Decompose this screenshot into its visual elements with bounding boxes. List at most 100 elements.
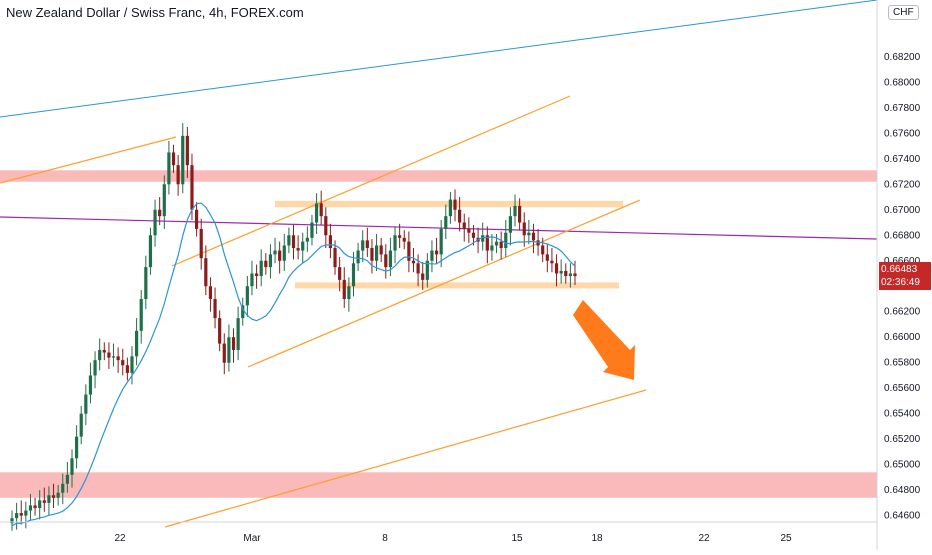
candle-body (291, 235, 296, 249)
candle-body (434, 250, 439, 255)
x-tick-label: 15 (511, 533, 523, 544)
candle-body (162, 184, 166, 217)
candle-body (181, 135, 185, 185)
candle-body (573, 273, 577, 277)
candle-body (278, 250, 282, 261)
candle-body (47, 495, 51, 503)
candle-body (227, 337, 231, 363)
candle-body (254, 273, 259, 277)
candle-body (65, 474, 69, 484)
candle-body (328, 235, 333, 249)
down-arrow-icon (573, 300, 635, 380)
y-tick-label: 0.67200 (884, 179, 921, 190)
candle-body (51, 495, 56, 498)
candle-body (481, 235, 485, 242)
y-tick-label: 0.67600 (884, 128, 921, 139)
moving-average-line (11, 202, 576, 527)
currency-badge[interactable]: CHF (888, 5, 919, 20)
candle-body (88, 375, 93, 395)
candle-body (407, 241, 411, 261)
candle-body (125, 365, 129, 373)
candle-body (494, 241, 499, 246)
candle-body (33, 505, 37, 508)
x-tick-label: 18 (591, 533, 603, 544)
candle-body (38, 500, 42, 508)
orange-trendline-lower (164, 389, 647, 528)
candle-body (550, 260, 554, 264)
candle-body (513, 205, 517, 217)
bar-countdown: 02:36:49 (881, 277, 920, 288)
candle-body (167, 152, 171, 185)
candle-body (508, 216, 512, 233)
candle-body (531, 232, 536, 241)
y-tick-label: 0.67400 (884, 154, 921, 165)
candle-body (42, 500, 46, 503)
candle-body (111, 356, 116, 358)
candle-body (56, 492, 60, 498)
candle-body (310, 222, 314, 238)
candle-body (24, 510, 28, 516)
candle-body (158, 209, 162, 217)
y-tick-label: 0.65000 (884, 460, 921, 471)
candle-body (241, 305, 245, 319)
candle-body (121, 360, 125, 366)
candle-body (439, 228, 443, 255)
purple-trendline (0, 216, 878, 240)
candle-body (171, 152, 176, 166)
candle-body (490, 245, 494, 251)
candle-body (250, 273, 254, 287)
candle-body (98, 349, 102, 361)
candle-body (213, 298, 217, 319)
chart-title: New Zealand Dollar / Swiss Franc, 4h, FO… (6, 5, 304, 20)
candle-body (190, 165, 194, 210)
candle-body (471, 232, 476, 238)
candle-body (393, 235, 397, 251)
candle-body (448, 199, 453, 217)
candle-body (499, 241, 503, 249)
candle-body (388, 250, 393, 268)
candle-body (554, 263, 559, 274)
candle-body (356, 250, 360, 264)
candle-body (559, 270, 563, 274)
candle-body (273, 250, 277, 255)
candle-body (70, 458, 74, 475)
y-tick-label: 0.65200 (884, 434, 921, 445)
candle-body (222, 343, 226, 363)
candle-body (430, 250, 434, 261)
candle-body (236, 318, 240, 350)
candle-body (351, 263, 356, 287)
candle-body (453, 199, 457, 210)
candle-body (153, 209, 157, 236)
candle-body (116, 356, 120, 361)
candle-body (467, 228, 471, 233)
resistance-zone-0 (0, 170, 877, 182)
candle-body (564, 270, 568, 277)
candle-body (204, 258, 208, 287)
candle-body (218, 318, 222, 344)
support-zone-bottom (295, 282, 619, 289)
x-tick-label: 8 (382, 533, 388, 544)
y-tick-label: 0.67000 (884, 205, 921, 216)
candle-body (379, 245, 383, 255)
y-tick-label: 0.66800 (884, 230, 921, 241)
y-tick-label: 0.64600 (884, 511, 921, 522)
candle-body (374, 245, 379, 261)
candle-body (522, 222, 526, 236)
y-tick-label: 0.67800 (884, 103, 921, 114)
x-tick-label: 22 (114, 533, 126, 544)
candle-body (15, 513, 19, 519)
resistance-zone-1 (0, 472, 877, 498)
candle-body (79, 413, 83, 437)
candle-body (319, 203, 323, 217)
candle-body (421, 273, 425, 280)
candle-body (527, 232, 531, 236)
y-tick-label: 0.65400 (884, 409, 921, 420)
y-tick-label: 0.65600 (884, 383, 921, 394)
candle-body (245, 286, 249, 306)
candle-body (402, 237, 406, 242)
x-tick-label: 22 (698, 533, 710, 544)
candle-body (102, 349, 106, 353)
candle-body (333, 248, 337, 268)
